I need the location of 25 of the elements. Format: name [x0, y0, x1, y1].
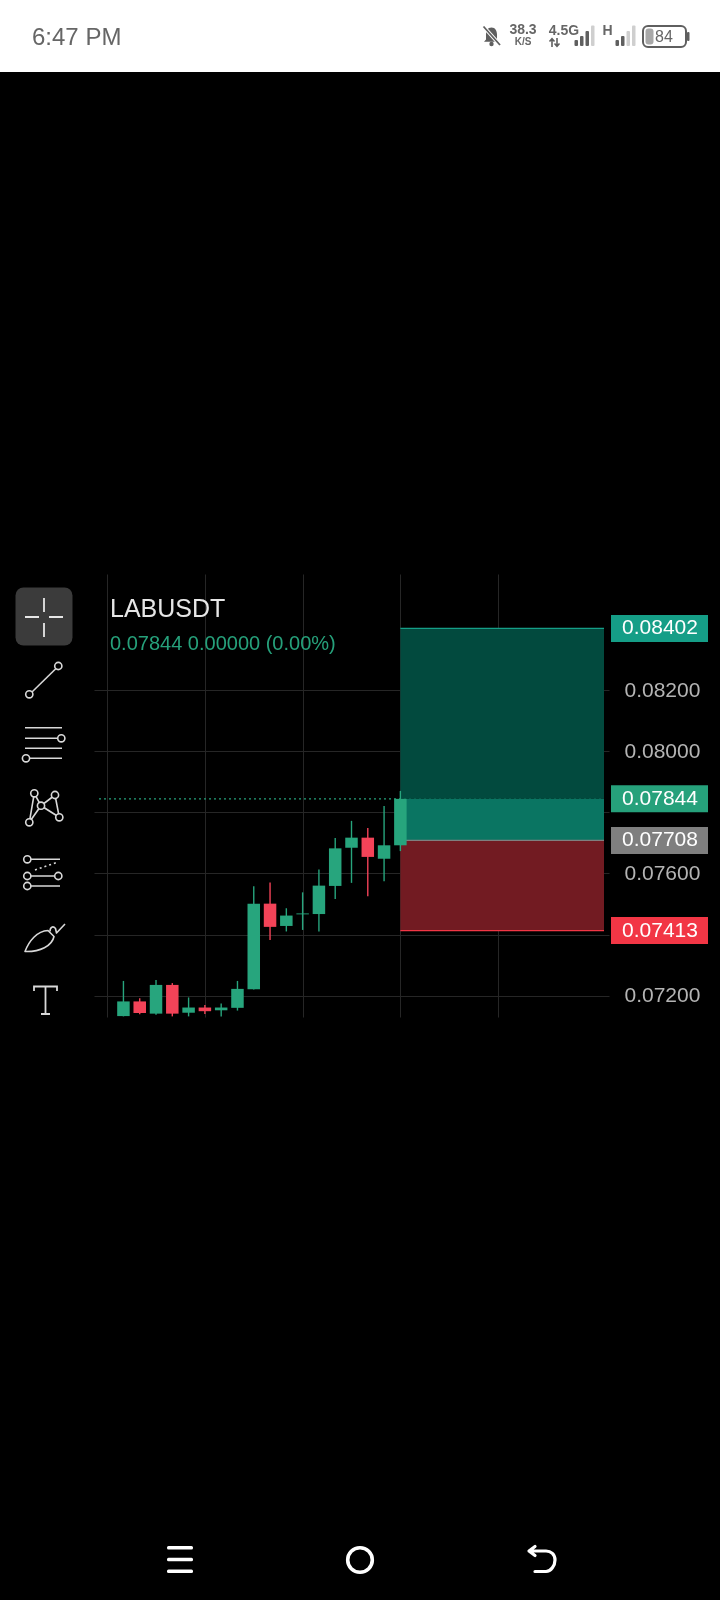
text: H: [602, 22, 613, 38]
candlestick: [280, 907, 293, 933]
candlestick: [231, 980, 244, 1012]
y-tick-label: 0.07200: [624, 983, 701, 1007]
candlestick: [296, 891, 309, 931]
text: 84: [655, 27, 673, 45]
candlestick: [117, 980, 130, 1018]
ref-line-label: 0.07844: [622, 785, 699, 809]
ref-line-label: 0.07413: [622, 917, 698, 941]
text: 38.3: [509, 21, 537, 37]
y-tick-label: 0.08000: [624, 738, 701, 762]
ref-line-label: 0.07708: [622, 827, 698, 851]
text: 4.5G: [548, 22, 580, 38]
text: K/S: [514, 36, 532, 47]
ref-line-label: 0.08402: [622, 615, 698, 639]
text: 6:47 PM: [32, 23, 122, 50]
candlestick: [345, 820, 358, 884]
candlestick: [377, 805, 391, 883]
y-tick-label: 0.07600: [624, 860, 701, 884]
candlestick: [182, 996, 195, 1018]
text: 0.07844 0.00000 (0.00%): [110, 632, 336, 654]
text: LABUSDT: [110, 594, 226, 622]
y-tick-label: 0.08200: [624, 677, 701, 701]
candlestick: [263, 881, 277, 941]
candlestick: [361, 827, 375, 898]
